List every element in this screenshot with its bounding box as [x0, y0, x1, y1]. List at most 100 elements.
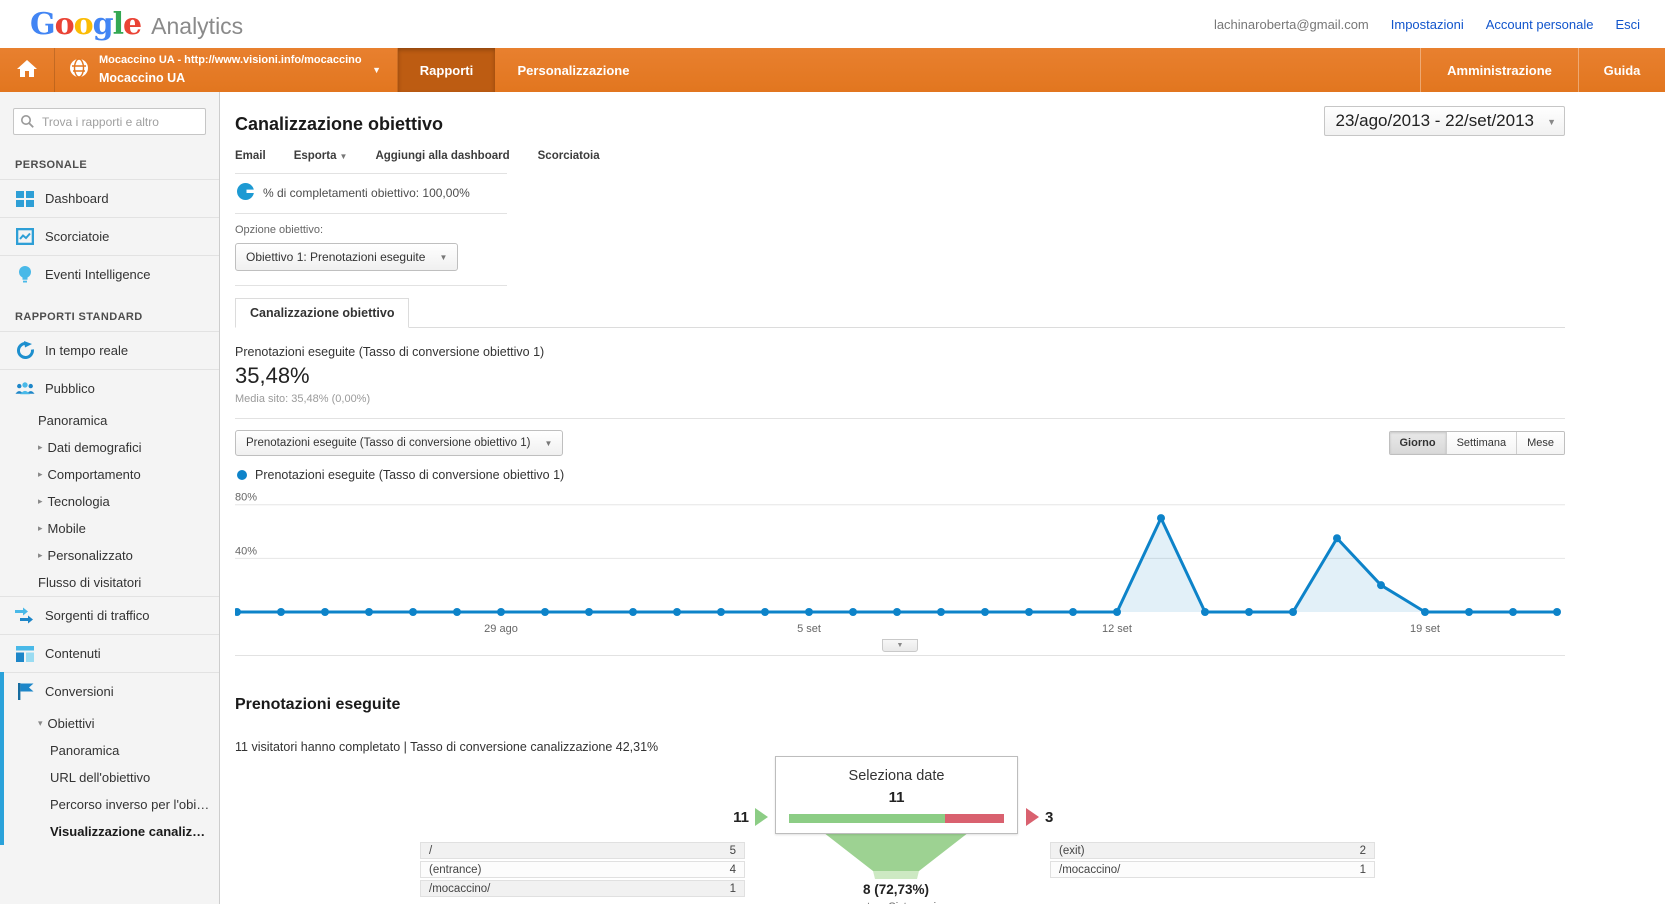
metric-summary: Prenotazioni eseguite (Tasso di conversi…: [235, 328, 1565, 405]
toolbar-email-button[interactable]: Email: [235, 150, 266, 162]
legend-label: Prenotazioni eseguite (Tasso di conversi…: [255, 468, 565, 482]
chevron-down-icon: ▼: [544, 438, 553, 448]
sidebar-section-rapporti-standard: RAPPORTI STANDARD: [15, 311, 143, 323]
nav-tab-rapporti[interactable]: Rapporti: [398, 48, 495, 92]
sidebar-item-comportamento[interactable]: ▸ Comportamento: [0, 461, 219, 488]
nav-link-amministrazione[interactable]: Amministrazione: [1420, 48, 1578, 92]
chevron-right-icon: ▸: [38, 469, 43, 479]
funnel-step-box: Seleziona date 11: [775, 756, 1018, 834]
funnel-entry-row: /mocaccino/1: [420, 880, 745, 897]
sidebar-item-in-tempo-reale[interactable]: In tempo reale: [0, 331, 219, 369]
funnel-result: 8 (72,73%): [862, 882, 930, 897]
sidebar-item-obiettivi[interactable]: ▾ Obiettivi: [4, 710, 219, 737]
date-range-selector[interactable]: 23/ago/2013 - 22/set/2013 ▼: [1323, 106, 1565, 136]
divider: [235, 418, 1565, 419]
sidebar-section-personale: PERSONALE: [15, 159, 88, 171]
sidebar-item-label: Dati demografici: [47, 440, 142, 455]
sidebar-item-panoramica[interactable]: Panoramica: [4, 737, 219, 764]
funnel-entry-row: /5: [420, 842, 745, 859]
content-icon: [15, 645, 35, 663]
sidebar-item-mobile[interactable]: ▸ Mobile: [0, 515, 219, 542]
funnel-row-label: /mocaccino/: [429, 882, 491, 895]
chevron-right-icon: ▸: [38, 523, 43, 533]
funnel-row-value: 1: [1359, 863, 1366, 876]
sidebar-item-label: Personalizzato: [47, 548, 133, 563]
header-link-account-personale[interactable]: Account personale: [1485, 16, 1594, 32]
chart-collapse-handle[interactable]: ▼: [882, 639, 918, 652]
svg-text:12 set: 12 set: [1102, 623, 1132, 635]
header-link-impostazioni[interactable]: Impostazioni: [1390, 16, 1464, 32]
exit-arrow-icon: [1026, 808, 1039, 826]
home-button[interactable]: [0, 48, 55, 92]
report-tab-row: Canalizzazione obiettivo: [235, 298, 1565, 328]
nav-tab-personalizzazione[interactable]: Personalizzazione: [517, 62, 630, 78]
report-content: Canalizzazione obiettivo 23/ago/2013 - 2…: [220, 92, 1665, 904]
funnel-section: Prenotazioni eseguite 11 visitatori hann…: [235, 656, 1565, 904]
sidebar-item-personalizzato[interactable]: ▸ Personalizzato: [0, 542, 219, 569]
divider: [235, 173, 507, 174]
account-links: Impostazioni Account personale Esci: [1391, 17, 1640, 32]
chevron-right-icon: ▸: [38, 442, 43, 452]
search-input[interactable]: [13, 108, 206, 135]
sidebar-item-label: Scorciatoie: [45, 229, 110, 244]
sidebar-item-label: URL dell'obiettivo: [50, 770, 151, 785]
granularity-giorno-button[interactable]: Giorno: [1389, 432, 1446, 454]
metric-selector[interactable]: Prenotazioni eseguite (Tasso di conversi…: [235, 430, 564, 456]
sidebar-item-pubblico[interactable]: Pubblico: [0, 369, 219, 407]
sidebar-item-flusso-di-visitatori[interactable]: Flusso di visitatori: [0, 569, 219, 596]
granularity-switch: Giorno Settimana Mese: [1388, 431, 1565, 455]
tab-canalizzazione-obiettivo[interactable]: Canalizzazione obiettivo: [235, 298, 410, 328]
sidebar-item-label: Panoramica: [38, 413, 108, 428]
property-title: Mocaccino UA: [99, 70, 186, 85]
nav-tabs: Rapporti Personalizzazione: [398, 48, 652, 92]
nav-spacer: [652, 48, 1420, 92]
svg-text:29 ago: 29 ago: [484, 623, 518, 635]
sidebar-item-label: Tecnologia: [47, 494, 110, 509]
sidebar-item-label: Panoramica: [50, 743, 120, 758]
header-link-esci[interactable]: Esci: [1615, 16, 1640, 32]
sidebar-item-visualizzazione-canaliz[interactable]: Visualizzazione canaliz…: [4, 818, 219, 845]
sidebar-item-dati-demografici[interactable]: ▸ Dati demografici: [0, 434, 219, 461]
realtime-icon: [15, 341, 35, 360]
sidebar-item-label: In tempo reale: [45, 343, 129, 358]
svg-text:80%: 80%: [235, 492, 257, 504]
toolbar-aggiungi-alla-dashboard-button[interactable]: Aggiungi alla dashboard: [375, 150, 510, 162]
sidebar-item-label: Sorgenti di traffico: [45, 608, 150, 623]
legend-dot-icon: [237, 470, 247, 480]
svg-text:40%: 40%: [235, 545, 257, 557]
sidebar-item-contenuti[interactable]: Contenuti: [0, 634, 219, 672]
account-email: lachinaroberta@gmail.com: [1213, 16, 1369, 32]
nav-link-guida[interactable]: Guida: [1578, 48, 1665, 92]
pie-icon: [237, 183, 254, 203]
funnel-row-label: /: [429, 844, 433, 857]
property-selector[interactable]: Mocaccino UA - http://www.visioni.info/m…: [55, 48, 398, 92]
google-logo: Google: [30, 6, 142, 42]
sidebar-item-eventi-intelligence[interactable]: Eventi Intelligence: [0, 255, 219, 293]
funnel-shape: [811, 829, 981, 892]
sidebar-item-label: Eventi Intelligence: [45, 267, 151, 282]
goal-completion-summary: % di completamenti obiettivo: 100,00%: [235, 174, 507, 214]
sidebar-item-sorgenti-di-traffico[interactable]: Sorgenti di traffico: [0, 596, 219, 634]
chevron-right-icon: ▸: [38, 496, 43, 506]
dashboard-icon: [15, 190, 35, 208]
divider: [235, 655, 1565, 656]
toolbar-scorciatoia-button[interactable]: Scorciatoia: [537, 150, 600, 162]
intelligence-icon: [15, 266, 35, 284]
timeseries-chart[interactable]: 40% 80% 29 ago 5 set 12 set 19 set: [233, 486, 1565, 643]
sidebar-item-conversioni[interactable]: Conversioni: [4, 672, 219, 710]
sidebar-item-tecnologia[interactable]: ▸ Tecnologia: [0, 488, 219, 515]
goal-select[interactable]: Obiettivo 1: Prenotazioni eseguite ▼: [235, 243, 459, 271]
granularity-settimana-button[interactable]: Settimana: [1445, 432, 1517, 454]
property-url: Mocaccino UA - http://www.visioni.info/m…: [99, 53, 362, 66]
sidebar-item-label: Visualizzazione canaliz…: [50, 824, 206, 839]
granularity-mese-button[interactable]: Mese: [1516, 432, 1564, 454]
sidebar-item-percorso-inverso-per-l-obi[interactable]: Percorso inverso per l'obi…: [4, 791, 219, 818]
sidebar-item-scorciatoie[interactable]: Scorciatoie: [0, 217, 219, 255]
sidebar-item-panoramica[interactable]: Panoramica: [0, 407, 219, 434]
home-icon: [16, 58, 38, 83]
sidebar-item-dashboard[interactable]: Dashboard: [0, 179, 219, 217]
date-range-value: 23/ago/2013 - 22/set/2013: [1335, 111, 1535, 130]
sidebar-item-url-dell-obiettivo[interactable]: URL dell'obiettivo: [4, 764, 219, 791]
chevron-down-icon: ▼: [372, 65, 381, 75]
toolbar-esporta-button[interactable]: Esporta ▼: [293, 150, 348, 162]
